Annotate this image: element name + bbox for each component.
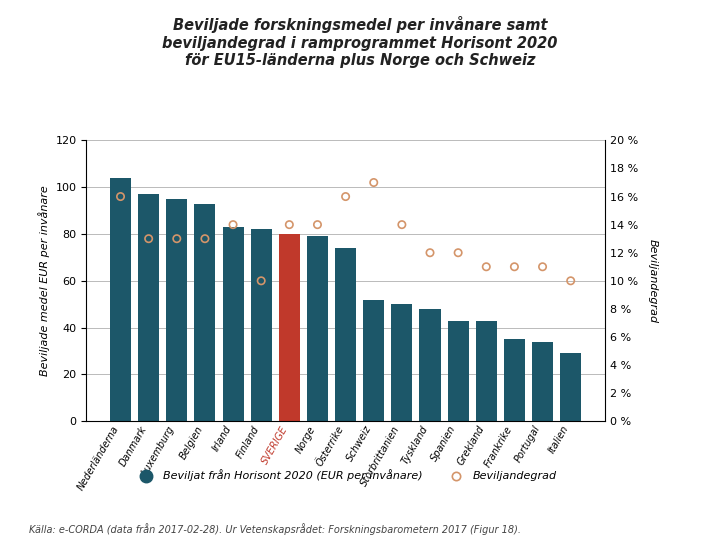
Point: [199, 234, 211, 243]
Bar: [560, 353, 581, 421]
Point: [143, 234, 154, 243]
Bar: [222, 227, 243, 421]
Bar: [532, 342, 553, 421]
Y-axis label: Beviljandegrad: Beviljandegrad: [647, 239, 657, 323]
Bar: [194, 204, 215, 421]
Point: [396, 220, 408, 229]
Text: Källa: e-CORDA (data från 2017-02-28). Ur Vetenskapsrådet: Forskningsbarometern : Källa: e-CORDA (data från 2017-02-28). U…: [29, 523, 521, 535]
Point: [565, 276, 577, 285]
Bar: [138, 194, 159, 421]
Bar: [363, 300, 384, 421]
Point: [228, 220, 239, 229]
Bar: [448, 321, 469, 421]
Legend: Beviljat från Horisont 2020 (EUR per invånare), Beviljandegrad: Beviljat från Horisont 2020 (EUR per inv…: [130, 465, 561, 486]
Bar: [335, 248, 356, 421]
Bar: [110, 178, 131, 421]
Bar: [307, 237, 328, 421]
Point: [368, 178, 379, 187]
Bar: [392, 304, 413, 421]
Point: [284, 220, 295, 229]
Point: [171, 234, 183, 243]
Point: [480, 262, 492, 271]
Point: [537, 262, 549, 271]
Bar: [166, 199, 187, 421]
Y-axis label: Beviljade medel EUR per invånare: Beviljade medel EUR per invånare: [38, 185, 50, 376]
Bar: [476, 321, 497, 421]
Point: [508, 262, 520, 271]
Text: Beviljade forskningsmedel per invånare samt
beviljandegrad i ramprogrammet Horis: Beviljade forskningsmedel per invånare s…: [162, 16, 558, 68]
Point: [312, 220, 323, 229]
Point: [452, 248, 464, 257]
Point: [340, 192, 351, 201]
Bar: [279, 234, 300, 421]
Bar: [504, 339, 525, 421]
Point: [256, 276, 267, 285]
Point: [114, 192, 126, 201]
Bar: [251, 230, 271, 421]
Bar: [420, 309, 441, 421]
Point: [424, 248, 436, 257]
